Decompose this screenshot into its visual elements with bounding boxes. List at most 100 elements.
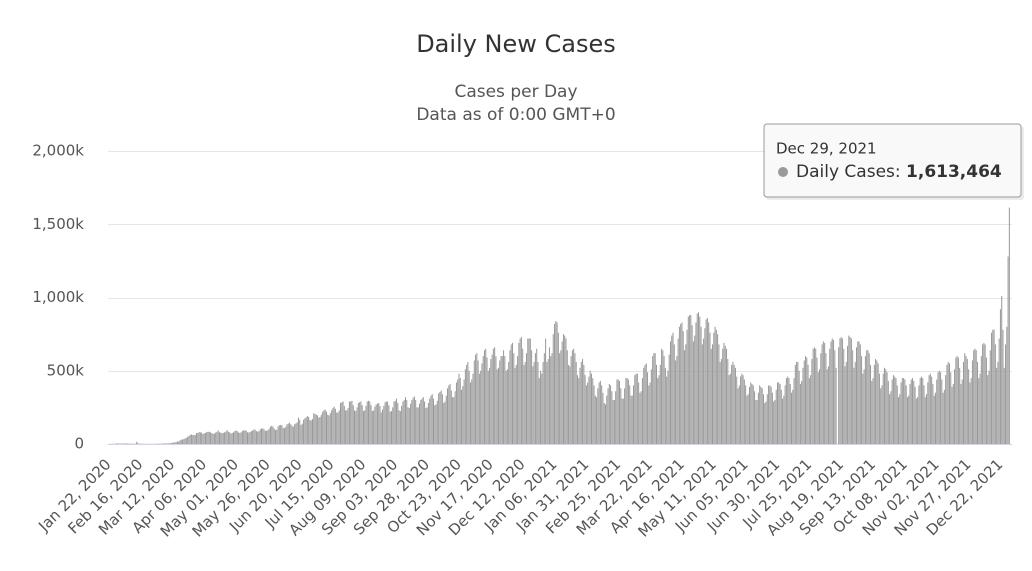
bar <box>362 405 363 444</box>
bar <box>822 344 823 444</box>
bar <box>515 368 516 444</box>
bar <box>341 402 342 444</box>
bar <box>455 391 456 444</box>
bar <box>625 378 626 444</box>
bar <box>293 427 294 444</box>
bar <box>684 350 685 444</box>
bar <box>457 380 458 444</box>
bar <box>628 380 629 444</box>
bar <box>734 365 735 444</box>
bar <box>280 425 281 444</box>
bar <box>813 349 814 444</box>
bar <box>526 353 527 444</box>
bar <box>422 399 423 444</box>
bar <box>867 350 868 444</box>
bar <box>866 350 867 444</box>
bar <box>646 363 647 444</box>
bar <box>400 411 401 444</box>
bar <box>410 404 411 444</box>
bar <box>741 374 742 444</box>
bar <box>653 353 654 444</box>
tooltip-value: 1,613,464 <box>906 162 1002 182</box>
bar <box>577 375 578 444</box>
bar <box>299 420 300 444</box>
bar <box>632 396 633 444</box>
bar <box>894 377 895 444</box>
bar <box>475 355 476 444</box>
bar <box>843 349 844 444</box>
bar <box>523 365 524 444</box>
bar <box>265 431 266 444</box>
bar <box>306 417 307 444</box>
bar <box>931 377 932 444</box>
bar <box>390 412 391 444</box>
bar <box>416 407 417 444</box>
bar <box>483 356 484 444</box>
bar <box>583 365 584 444</box>
bar <box>487 358 488 444</box>
bar <box>744 380 745 444</box>
bar <box>935 393 936 444</box>
bar <box>694 336 695 444</box>
bar <box>253 430 254 444</box>
bar <box>321 415 322 444</box>
bar <box>980 374 981 444</box>
bar <box>546 362 547 444</box>
bar <box>659 375 660 444</box>
y-tick-label: 1,500k <box>32 215 84 233</box>
bar <box>196 433 197 444</box>
bar <box>667 371 668 444</box>
bar <box>906 385 907 444</box>
bar <box>932 384 933 444</box>
bar <box>616 380 617 444</box>
bar <box>992 330 993 444</box>
bar <box>434 405 435 444</box>
bar <box>297 422 298 444</box>
bar <box>251 431 252 444</box>
tooltip-box <box>764 124 1021 197</box>
bar <box>318 418 319 444</box>
bar <box>748 394 749 444</box>
bar <box>190 435 191 444</box>
bar <box>302 424 303 444</box>
tooltip-marker <box>778 167 788 177</box>
bar <box>395 401 396 444</box>
bar <box>636 374 637 444</box>
bar <box>726 349 727 444</box>
bar <box>418 407 419 444</box>
bar <box>794 378 795 444</box>
bar <box>881 385 882 444</box>
bar <box>643 368 644 444</box>
bar <box>404 400 405 444</box>
bar <box>539 378 540 444</box>
bar <box>902 378 903 444</box>
bar <box>205 433 206 444</box>
bar <box>716 330 717 444</box>
bar <box>899 394 900 444</box>
bar <box>703 339 704 444</box>
bar <box>966 356 967 444</box>
bar <box>681 322 682 444</box>
bar <box>544 353 545 444</box>
bar <box>669 355 670 444</box>
bar <box>309 420 310 444</box>
bar <box>551 353 552 444</box>
bar <box>648 385 649 444</box>
bar <box>623 399 624 444</box>
bar <box>562 341 563 444</box>
bar <box>137 443 138 444</box>
bar <box>492 355 493 444</box>
bar <box>165 443 166 444</box>
bar <box>953 384 954 444</box>
bar <box>842 339 843 444</box>
bar <box>597 388 598 444</box>
bar <box>214 434 215 444</box>
bar <box>829 349 830 444</box>
bar <box>768 385 769 444</box>
bar <box>369 402 370 444</box>
bar <box>574 353 575 444</box>
bar <box>211 433 212 444</box>
bar <box>731 365 732 444</box>
bar <box>502 356 503 444</box>
bar <box>753 385 754 444</box>
